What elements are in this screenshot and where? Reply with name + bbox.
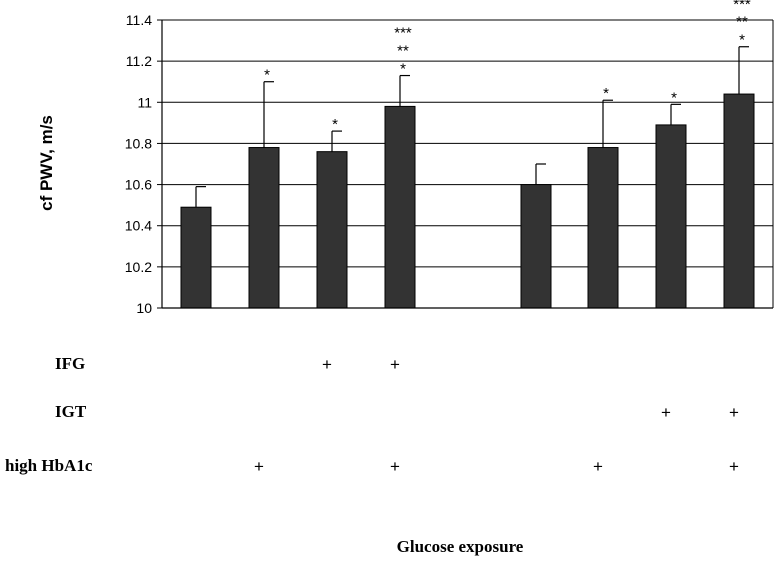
bar	[384, 105, 416, 309]
y-tick-label: 11	[137, 94, 152, 110]
x-axis-label: Glucose exposure	[397, 537, 524, 556]
bar	[723, 93, 755, 309]
significance-marker: *	[739, 32, 745, 49]
y-tick-label: 11.2	[126, 53, 152, 69]
y-tick-label: 10.4	[125, 218, 152, 234]
factor-mark: +	[390, 355, 400, 374]
significance-marker: *	[400, 61, 406, 78]
bar	[180, 206, 212, 309]
factor-row-label: IFG	[55, 354, 85, 373]
significance-marker: *	[671, 89, 677, 106]
significance-markers: ********* *******	[264, 0, 751, 133]
significance-marker: *	[332, 116, 338, 133]
y-tick-label: 10	[136, 300, 152, 316]
significance-marker: ***	[733, 0, 751, 13]
axes	[157, 19, 774, 309]
significance-marker: **	[736, 14, 748, 31]
y-tick-label: 10.8	[125, 135, 152, 151]
y-tick-label: 10.6	[125, 177, 152, 193]
y-tick-label: 10.2	[125, 259, 152, 275]
factor-mark: +	[661, 403, 671, 422]
bar	[587, 147, 619, 309]
y-tick-labels: 10 10.2 10.4 10.6 10.8 11 11.2 11.4	[125, 12, 152, 316]
factor-mark: +	[254, 457, 264, 476]
bar	[316, 151, 348, 309]
bar	[655, 124, 687, 309]
significance-marker: *	[603, 85, 609, 102]
factor-row-label: IGT	[55, 402, 87, 421]
bars	[180, 46, 755, 309]
factor-table: IFG + + IGT + + high HbA1c + + + +	[5, 354, 739, 476]
factor-row-label: high HbA1c	[5, 456, 93, 475]
factor-mark: +	[593, 457, 603, 476]
significance-marker: ***	[394, 25, 412, 42]
y-tick-label: 11.4	[126, 12, 152, 28]
factor-mark: +	[729, 457, 739, 476]
factor-mark: +	[390, 457, 400, 476]
y-axis-label: cf PWV, m/s	[37, 115, 56, 211]
bar	[520, 184, 552, 309]
significance-marker: *	[264, 67, 270, 84]
factor-mark: +	[729, 403, 739, 422]
bar	[248, 147, 280, 309]
significance-marker: **	[397, 43, 409, 60]
factor-mark: +	[322, 355, 332, 374]
